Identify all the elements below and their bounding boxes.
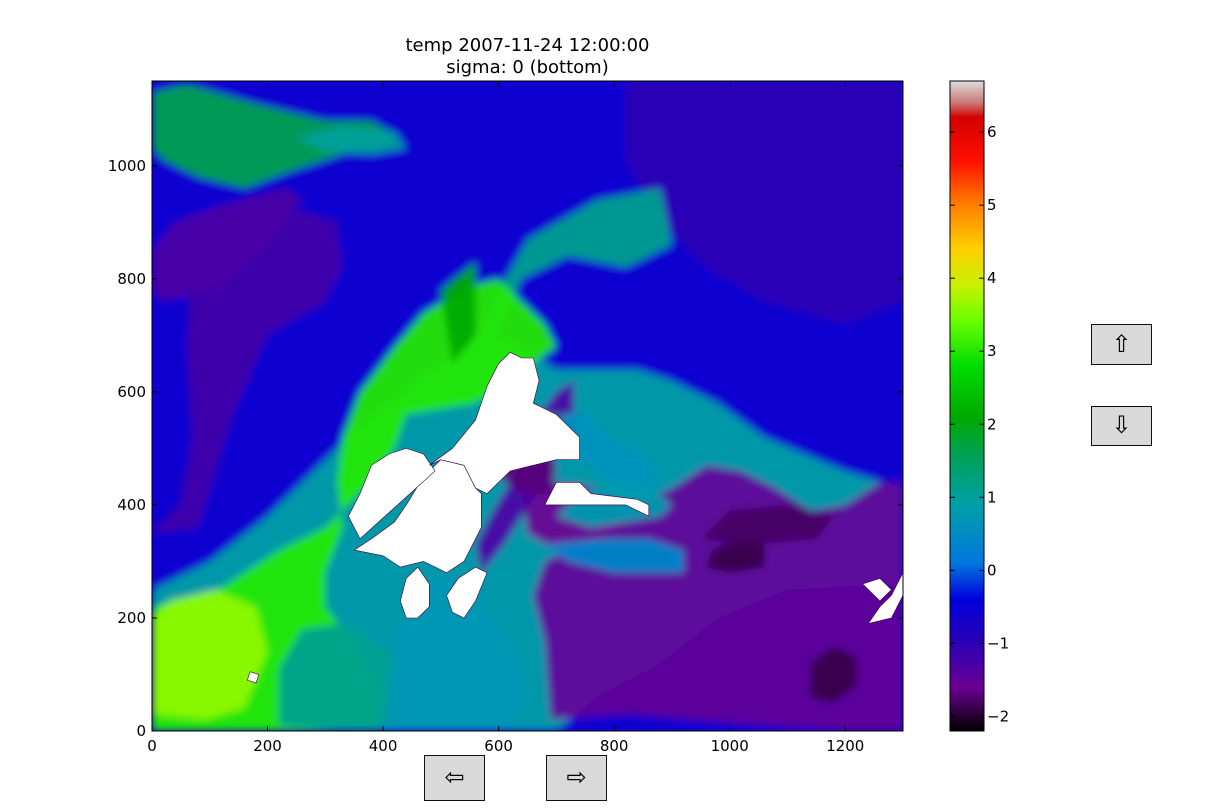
chart-subtitle: sigma: 0 (bottom) [446, 57, 608, 78]
prev-time-label: ⇦ [444, 765, 464, 789]
y-tick-label: 400 [117, 496, 146, 514]
y-tick-label: 0 [136, 722, 146, 740]
level-down-button[interactable]: ⇩ [1091, 406, 1152, 446]
x-tick-label: 1000 [711, 737, 749, 755]
x-tick-label: 800 [600, 737, 629, 755]
prev-time-button[interactable]: ⇦ [424, 755, 485, 801]
next-time-label: ⇨ [566, 765, 586, 789]
level-down-label: ⇩ [1111, 413, 1131, 437]
colorbar-tick-label: −2 [987, 707, 1009, 725]
level-up-button[interactable]: ⇧ [1091, 324, 1152, 365]
colorbar-gradient [950, 81, 984, 731]
colorbar-tick-label: 2 [987, 415, 997, 433]
colorbar-tick-label: 5 [987, 196, 997, 214]
next-time-button[interactable]: ⇨ [546, 755, 607, 801]
colorbar-tick-label: −1 [987, 634, 1009, 652]
colorbar-tick-label: 1 [987, 488, 997, 506]
colorbar-tick-label: 3 [987, 342, 997, 360]
chart-title: temp 2007-11-24 12:00:00 [406, 35, 650, 56]
colorbar-tick-label: 0 [987, 561, 997, 579]
x-tick-label: 0 [147, 737, 157, 755]
y-tick-label: 600 [117, 383, 146, 401]
x-tick-label: 200 [253, 737, 282, 755]
y-tick-label: 200 [117, 609, 146, 627]
heatmap-plot [152, 81, 903, 731]
colorbar-tick-label: 6 [987, 123, 997, 141]
y-tick-label: 800 [117, 270, 146, 288]
level-up-label: ⇧ [1111, 332, 1131, 356]
x-tick-label: 1200 [826, 737, 864, 755]
colorbar: −2 −1 0 1 2 3 4 5 6 [950, 81, 1009, 731]
y-tick-label: 1000 [108, 157, 146, 175]
x-tick-label: 600 [484, 737, 513, 755]
x-tick-label: 400 [369, 737, 398, 755]
colorbar-tick-label: 4 [987, 269, 997, 287]
